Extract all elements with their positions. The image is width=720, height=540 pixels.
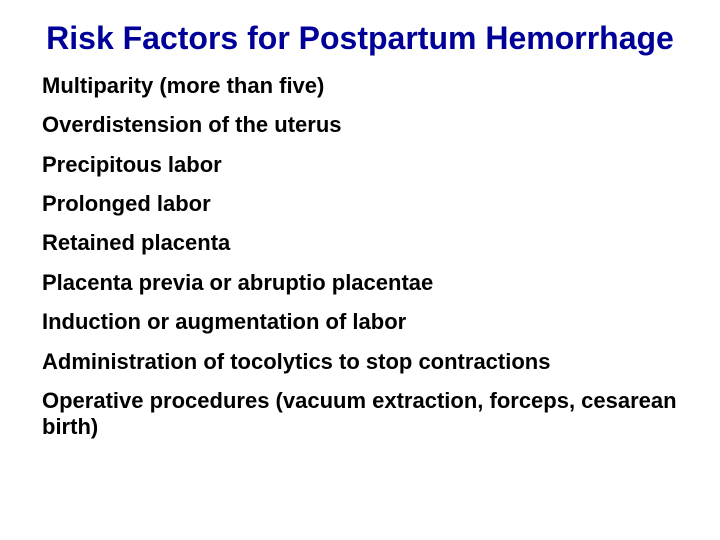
risk-factors-list: Multiparity (more than five) Overdistens… [30, 73, 690, 441]
list-item: Precipitous labor [42, 152, 690, 178]
list-item: Induction or augmentation of labor [42, 309, 690, 335]
list-item: Operative procedures (vacuum extraction,… [42, 388, 690, 441]
slide-title: Risk Factors for Postpartum Hemorrhage [30, 20, 690, 57]
list-item: Placenta previa or abruptio placentae [42, 270, 690, 296]
slide: Risk Factors for Postpartum Hemorrhage M… [0, 0, 720, 540]
list-item: Retained placenta [42, 230, 690, 256]
list-item: Overdistension of the uterus [42, 112, 690, 138]
list-item: Prolonged labor [42, 191, 690, 217]
list-item: Multiparity (more than five) [42, 73, 690, 99]
list-item: Administration of tocolytics to stop con… [42, 349, 690, 375]
